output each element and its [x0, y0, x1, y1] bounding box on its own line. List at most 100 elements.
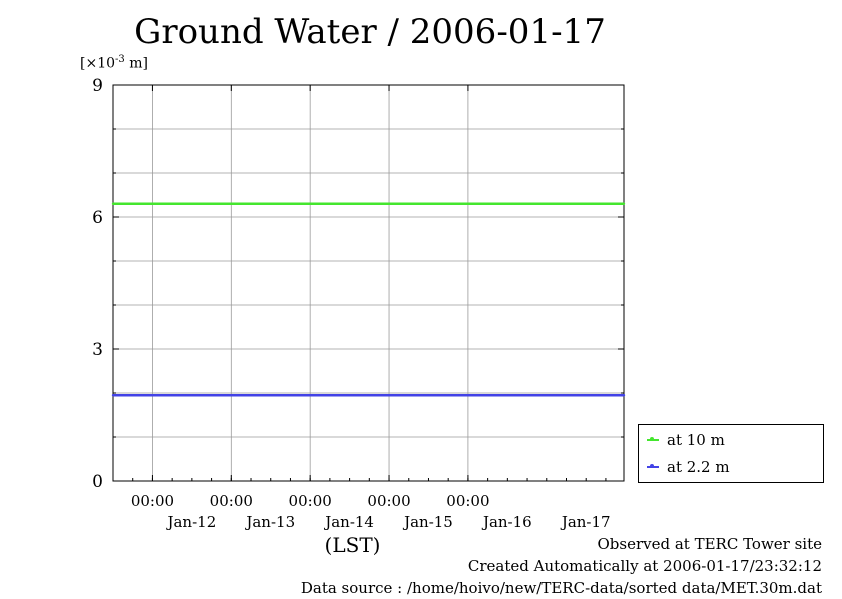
series-marker-1 — [619, 394, 622, 397]
series-marker-1 — [363, 394, 367, 397]
series-marker-1 — [482, 394, 486, 397]
series-marker-0 — [465, 202, 468, 205]
series-marker-0 — [514, 202, 517, 205]
series-marker-0 — [384, 202, 388, 205]
y-axis-label: m — [129, 55, 143, 72]
series-marker-1 — [146, 394, 150, 397]
series-marker-1 — [230, 394, 234, 397]
series-marker-1 — [580, 394, 584, 397]
series-marker-1 — [468, 394, 472, 397]
series-marker-0 — [115, 202, 118, 205]
series-marker-1 — [199, 394, 202, 397]
series-marker-1 — [496, 394, 500, 397]
series-marker-1 — [475, 394, 479, 397]
series-marker-1 — [132, 394, 136, 397]
series-marker-1 — [370, 394, 374, 397]
series-marker-1 — [510, 394, 514, 397]
series-marker-0 — [283, 202, 286, 205]
series-marker-1 — [150, 394, 153, 397]
series-marker-0 — [430, 202, 433, 205]
series-marker-1 — [192, 394, 195, 397]
series-marker-0 — [395, 202, 398, 205]
legend-label-10m: at 10 m — [667, 431, 725, 449]
series-marker-1 — [360, 394, 363, 397]
series-marker-1 — [416, 394, 419, 397]
series-marker-0 — [230, 202, 234, 205]
series-marker-0 — [510, 202, 514, 205]
series-marker-0 — [545, 202, 549, 205]
series-marker-1 — [451, 394, 454, 397]
series-marker-0 — [496, 202, 500, 205]
series-marker-1 — [461, 394, 465, 397]
series-marker-1 — [559, 394, 563, 397]
series-marker-0 — [314, 202, 318, 205]
series-marker-0 — [255, 202, 258, 205]
series-marker-0 — [157, 202, 160, 205]
series-marker-0 — [563, 202, 566, 205]
series-marker-1 — [293, 394, 297, 397]
series-marker-1 — [111, 394, 115, 397]
series-marker-0 — [437, 202, 440, 205]
series-marker-0 — [374, 202, 377, 205]
series-marker-0 — [381, 202, 384, 205]
series-marker-1 — [255, 394, 258, 397]
series-marker-1 — [622, 394, 626, 397]
series-marker-0 — [118, 202, 122, 205]
series-marker-0 — [139, 202, 143, 205]
series-marker-1 — [328, 394, 332, 397]
series-marker-0 — [251, 202, 255, 205]
series-marker-0 — [619, 202, 622, 205]
series-marker-0 — [556, 202, 559, 205]
legend-swatch-10m — [647, 437, 659, 441]
series-marker-1 — [440, 394, 444, 397]
series-marker-1 — [244, 394, 248, 397]
series-marker-0 — [608, 202, 612, 205]
series-marker-0 — [164, 202, 167, 205]
grid-lines — [113, 85, 624, 481]
series-marker-0 — [311, 202, 314, 205]
series-marker-1 — [398, 394, 402, 397]
series-marker-1 — [367, 394, 370, 397]
series-marker-0 — [503, 202, 507, 205]
series-marker-0 — [346, 202, 349, 205]
x-tick-label: 00:00 — [367, 492, 410, 510]
y-tick-label: 0 — [92, 472, 103, 492]
series-marker-0 — [339, 202, 342, 205]
series-marker-1 — [433, 394, 437, 397]
legend: at 10 m at 2.2 m — [638, 424, 824, 483]
series-marker-1 — [171, 394, 174, 397]
series-marker-1 — [202, 394, 206, 397]
series-marker-1 — [493, 394, 496, 397]
series-marker-0 — [528, 202, 531, 205]
series-marker-0 — [185, 202, 188, 205]
series-marker-0 — [591, 202, 594, 205]
series-marker-0 — [279, 202, 283, 205]
series-marker-1 — [573, 394, 577, 397]
y-tick-label: 9 — [92, 76, 103, 96]
series-marker-1 — [489, 394, 493, 397]
series-marker-1 — [608, 394, 612, 397]
series-marker-1 — [356, 394, 360, 397]
series-marker-1 — [465, 394, 468, 397]
axis-ticks — [113, 84, 624, 482]
series-marker-0 — [300, 202, 304, 205]
series-marker-1 — [412, 394, 416, 397]
series-marker-0 — [402, 202, 405, 205]
series-marker-1 — [528, 394, 531, 397]
series-marker-0 — [475, 202, 479, 205]
series-marker-0 — [598, 202, 601, 205]
series-marker-0 — [479, 202, 482, 205]
series-marker-0 — [601, 202, 605, 205]
series-marker-0 — [594, 202, 598, 205]
series-marker-1 — [279, 394, 283, 397]
series-marker-0 — [507, 202, 510, 205]
series-marker-0 — [549, 202, 552, 205]
series-marker-0 — [332, 202, 335, 205]
series-marker-1 — [349, 394, 353, 397]
series-marker-1 — [486, 394, 489, 397]
series-marker-1 — [587, 394, 591, 397]
x-tick-label: 00:00 — [446, 492, 489, 510]
series-marker-0 — [433, 202, 437, 205]
series-marker-1 — [314, 394, 318, 397]
series-marker-1 — [409, 394, 412, 397]
